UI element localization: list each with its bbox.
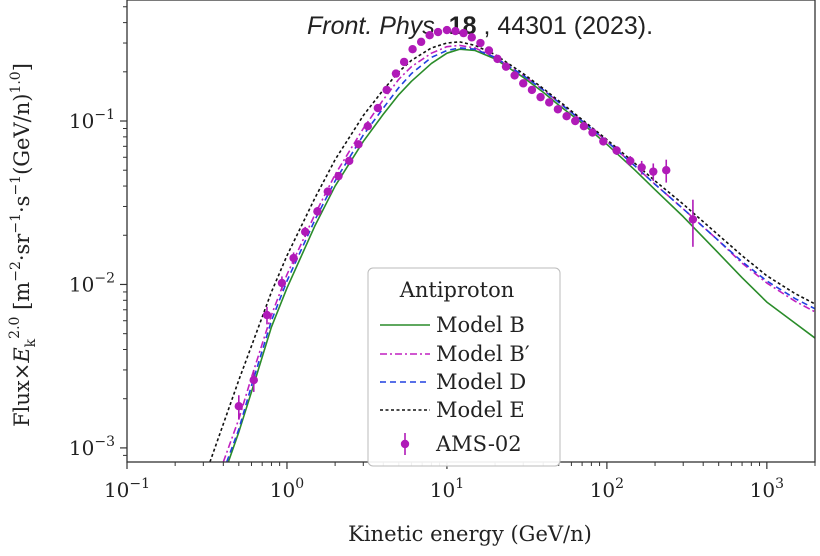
ams-data-point — [234, 401, 244, 411]
legend-marker-ams — [400, 439, 410, 449]
ams-data-point — [289, 253, 298, 263]
ams-data-point — [536, 92, 545, 102]
ams-data-point — [451, 26, 460, 36]
ams-data-point — [545, 98, 554, 107]
ams-data-point — [262, 310, 272, 320]
ams-data-point — [334, 171, 343, 181]
ams-data-point — [382, 85, 391, 95]
ams-data-point — [399, 57, 409, 67]
ams-data-point — [373, 103, 383, 113]
ams-data-point — [612, 146, 621, 155]
x-tick-label: 100 — [270, 476, 304, 502]
legend-label-model-b-prime: Model B′ — [436, 342, 530, 366]
citation: Front. Phys. 18 , 44301 (2023). — [307, 12, 653, 40]
ams-data-point — [433, 27, 443, 37]
x-tick-label: 101 — [430, 476, 464, 502]
ams-data-point — [553, 105, 563, 114]
ams-data-point — [467, 33, 476, 42]
ams-data-point — [476, 38, 485, 48]
y-tick-label: 10−3 — [69, 434, 115, 460]
ams-data-point — [391, 69, 401, 78]
ams-data-point — [313, 207, 322, 216]
legend-label-model-e: Model E — [436, 398, 525, 422]
ams-data-point — [501, 62, 511, 71]
ams-data-point — [579, 121, 589, 131]
series-line-model-e — [209, 41, 815, 462]
x-tick-label: 10−1 — [104, 476, 150, 502]
x-tick-label: 103 — [750, 476, 784, 502]
ams-data-point — [425, 30, 434, 40]
ams-data-point — [637, 163, 646, 172]
legend-box — [367, 267, 561, 467]
svg-text:Flux×Ek2.0 [m−2·sr−1·s−1(GeV/n: Flux×Ek2.0 [m−2·sr−1·s−1(GeV/n)1.0] — [7, 63, 39, 427]
ams-data-point — [527, 85, 537, 95]
ams-data-point — [363, 121, 372, 131]
y-tick-label: 10−2 — [69, 270, 115, 296]
y-axis-title: Flux×Ek2.0 [m−2·sr−1·s−1(GeV/n)1.0] — [7, 63, 39, 427]
ams-data-point — [588, 128, 597, 137]
ams-data-point — [300, 227, 310, 236]
ams-data-point — [408, 45, 417, 54]
legend-title: Antiproton — [399, 278, 515, 302]
ams-data-point — [323, 187, 332, 196]
ams-data-point — [442, 25, 452, 35]
series-line-model-b — [227, 48, 815, 462]
ams-data-point — [459, 28, 468, 38]
ams-data-point — [484, 46, 494, 55]
ams-data-point — [249, 375, 258, 385]
ams-data-point — [345, 156, 354, 166]
ams-data-point — [493, 54, 502, 64]
legend: Antiproton Model B Model B′ Model D Mode… — [367, 267, 561, 467]
ams-data-point — [562, 112, 571, 121]
data-points-layer — [234, 25, 698, 420]
ams-data-point — [354, 140, 363, 149]
legend-label-model-d: Model D — [436, 370, 526, 394]
ams-data-point — [571, 116, 580, 126]
axis-ticks: 10−1 100 101 102 103 10−3 10−2 10−1 — [69, 6, 816, 502]
ams-data-point — [416, 37, 426, 47]
ams-data-point — [510, 71, 519, 80]
ams-data-point — [599, 137, 608, 146]
x-axis-title: Kinetic energy (GeV/n) — [348, 522, 592, 546]
ams-data-point — [688, 215, 698, 224]
legend-label-model-b: Model B — [436, 313, 525, 337]
ams-data-point — [626, 156, 635, 166]
x-tick-label: 102 — [590, 476, 624, 502]
ams-data-point — [519, 79, 528, 88]
y-tick-label: 10−1 — [69, 107, 115, 133]
ams-data-point — [662, 166, 671, 175]
legend-label-ams: AMS-02 — [435, 432, 522, 456]
ams-data-point — [649, 167, 658, 176]
ams-data-point — [277, 278, 287, 288]
